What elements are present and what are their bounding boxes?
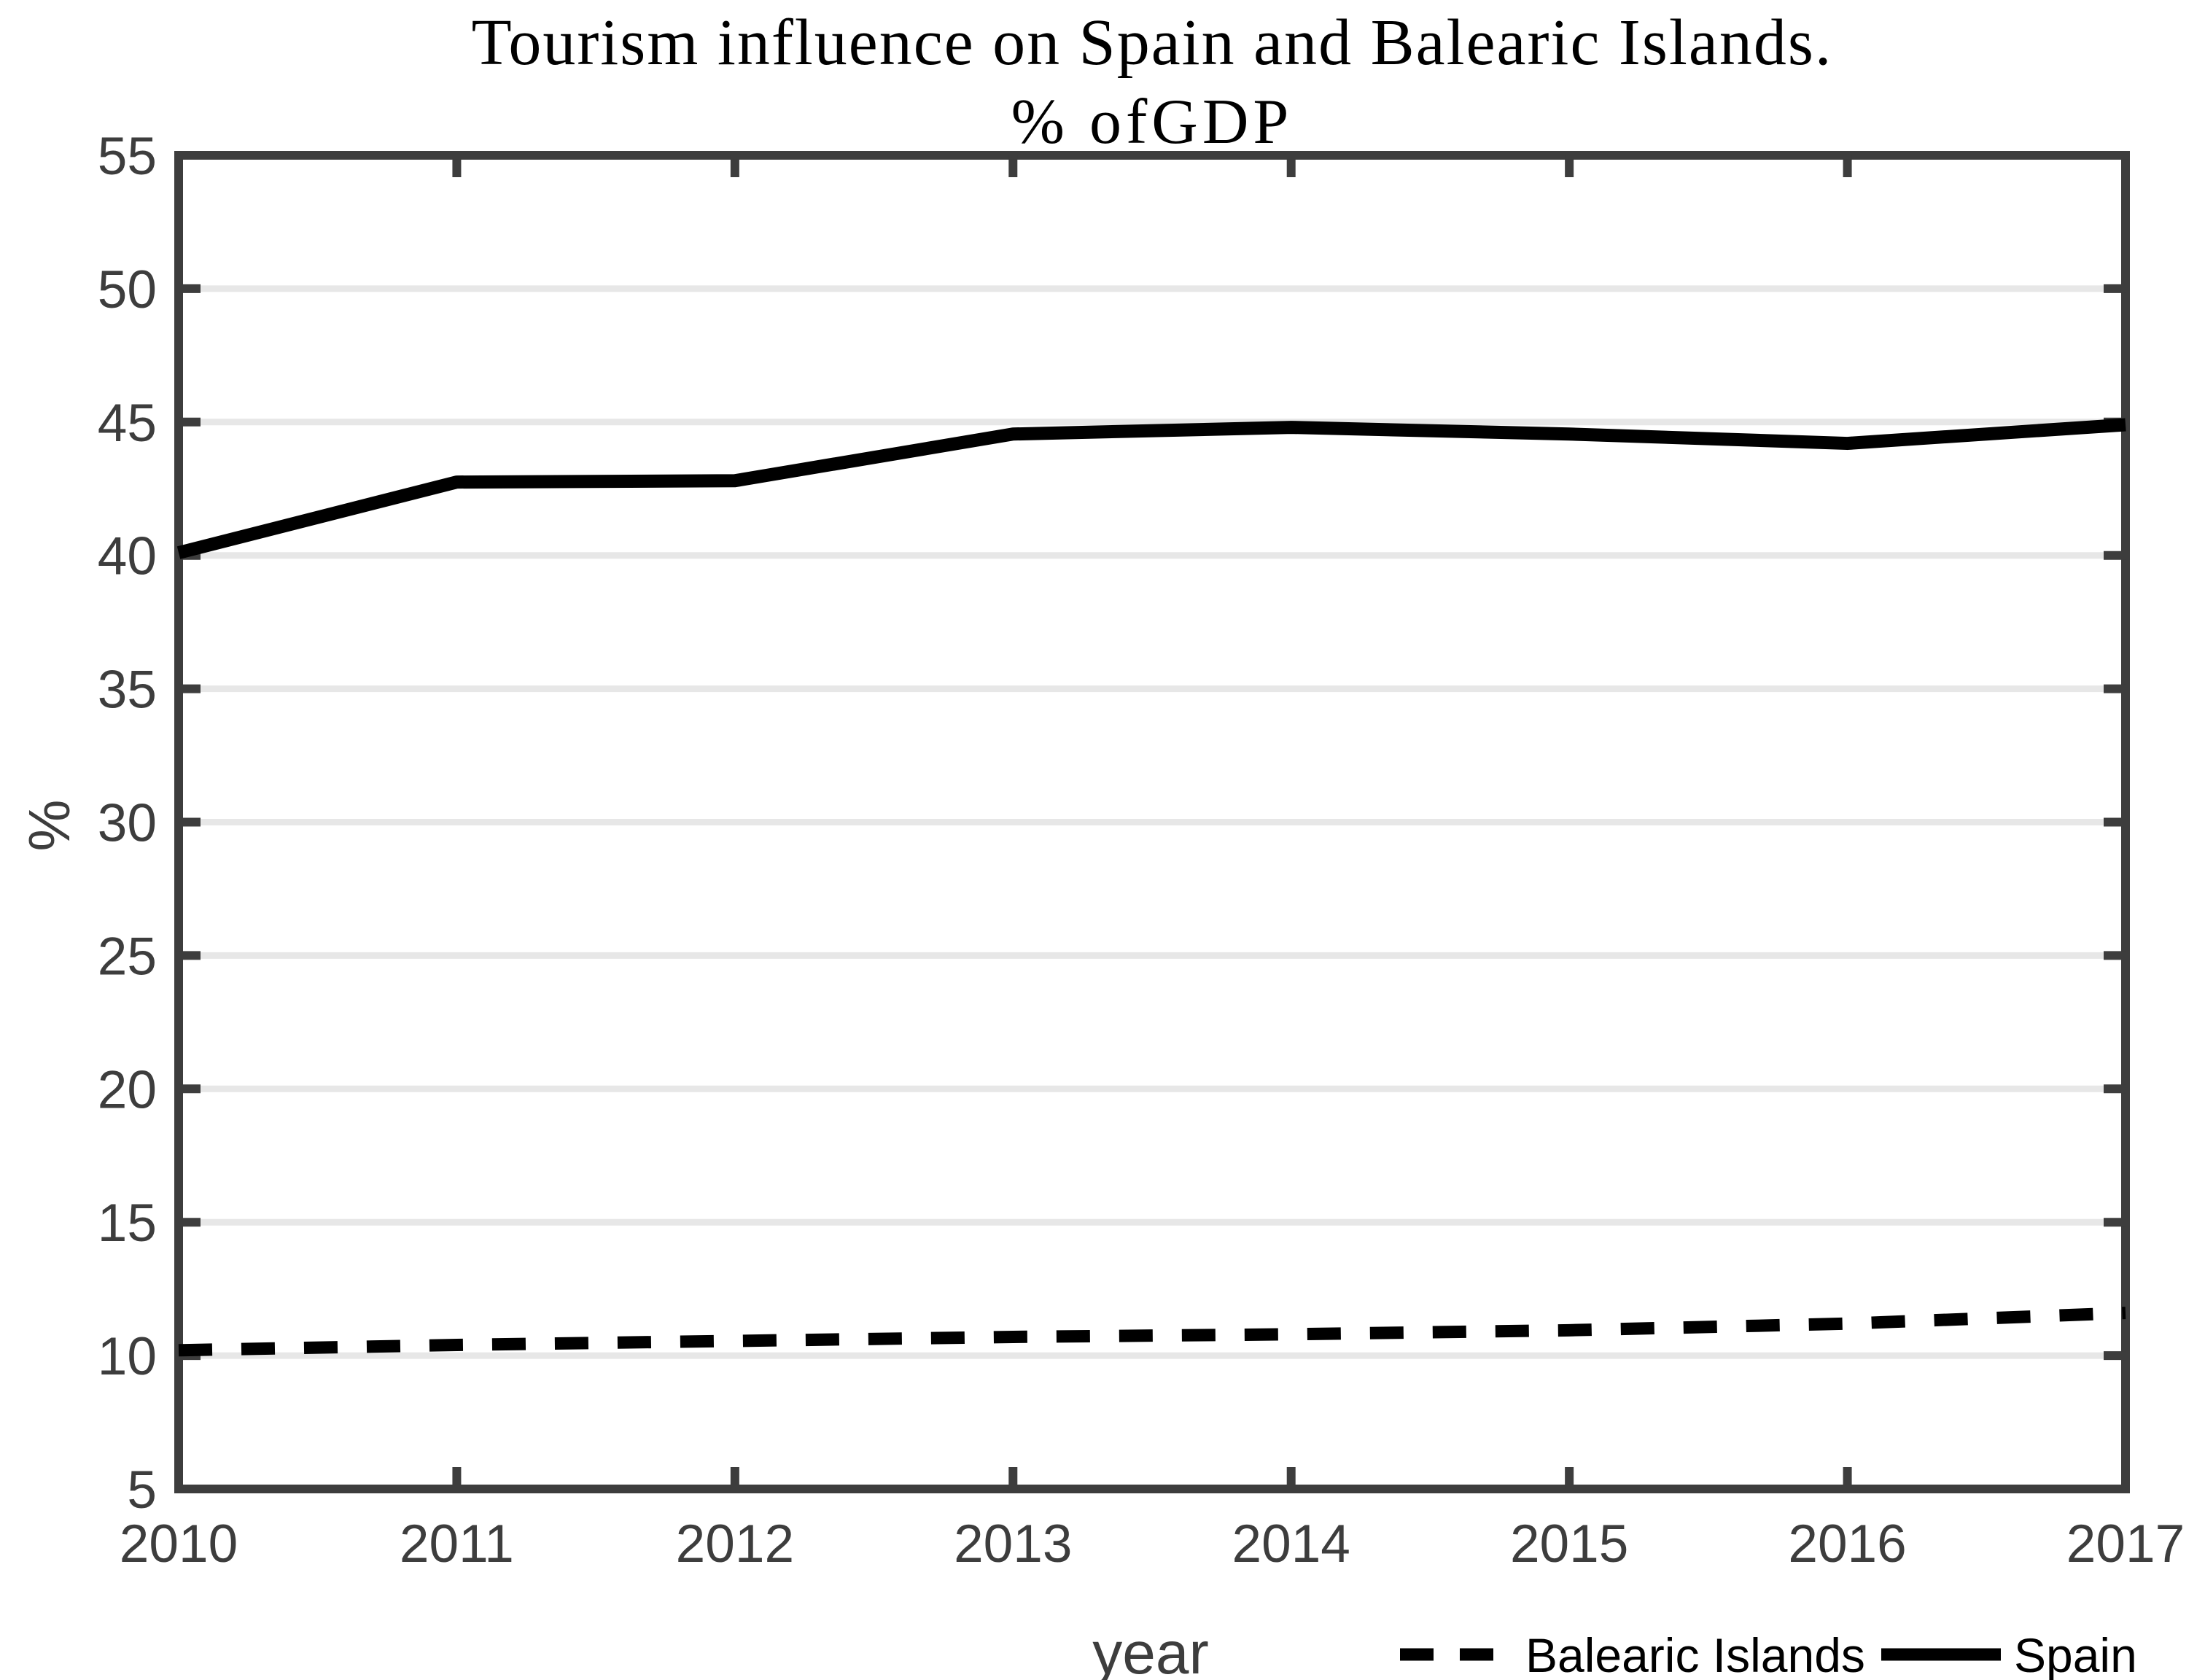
ytick-label-45: 45 — [98, 394, 157, 453]
legend-label-balearic: Balearic Islands — [1525, 1628, 1865, 1680]
ytick-label-35: 35 — [98, 661, 157, 720]
xtick-label-2016: 2016 — [1788, 1514, 1906, 1574]
chart-subtitle: % ofGDP — [1011, 87, 1294, 158]
xtick-label-2011: 2011 — [400, 1514, 514, 1574]
balearic-islands-line — [178, 1307, 2126, 1357]
ytick-label-55: 55 — [98, 127, 157, 186]
ytick-label-25: 25 — [98, 927, 157, 986]
tick-labels: 5 10 15 20 25 30 35 40 45 50 55 2010 2011 2012 2013 201… — [98, 127, 2185, 1574]
ytick-label-5: 5 — [127, 1461, 157, 1520]
ytick-label-20: 20 — [98, 1060, 157, 1119]
ytick-label-40: 40 — [98, 527, 157, 586]
chart-title: Tourism influence on Spain and Balearic … — [472, 7, 1833, 79]
ytick-label-10: 10 — [98, 1327, 157, 1386]
xtick-label-2010: 2010 — [120, 1514, 238, 1574]
xtick-label-2013: 2013 — [954, 1514, 1072, 1574]
xtick-label-2012: 2012 — [676, 1514, 794, 1574]
gridlines — [179, 285, 2126, 1359]
legend: Balearic Islands Spain — [1400, 1628, 2137, 1680]
xtick-label-2014: 2014 — [1232, 1514, 1350, 1574]
legend-label-spain: Spain — [2014, 1628, 2137, 1680]
xtick-label-2017: 2017 — [2066, 1514, 2185, 1574]
xtick-label-2015: 2015 — [1510, 1514, 1628, 1574]
ytick-label-50: 50 — [98, 260, 157, 319]
spain-line — [176, 418, 2126, 559]
y-axis-label: % — [17, 799, 82, 851]
ytick-label-15: 15 — [98, 1194, 157, 1253]
x-axis-label: year — [1092, 1620, 1209, 1680]
ytick-label-30: 30 — [98, 794, 157, 853]
